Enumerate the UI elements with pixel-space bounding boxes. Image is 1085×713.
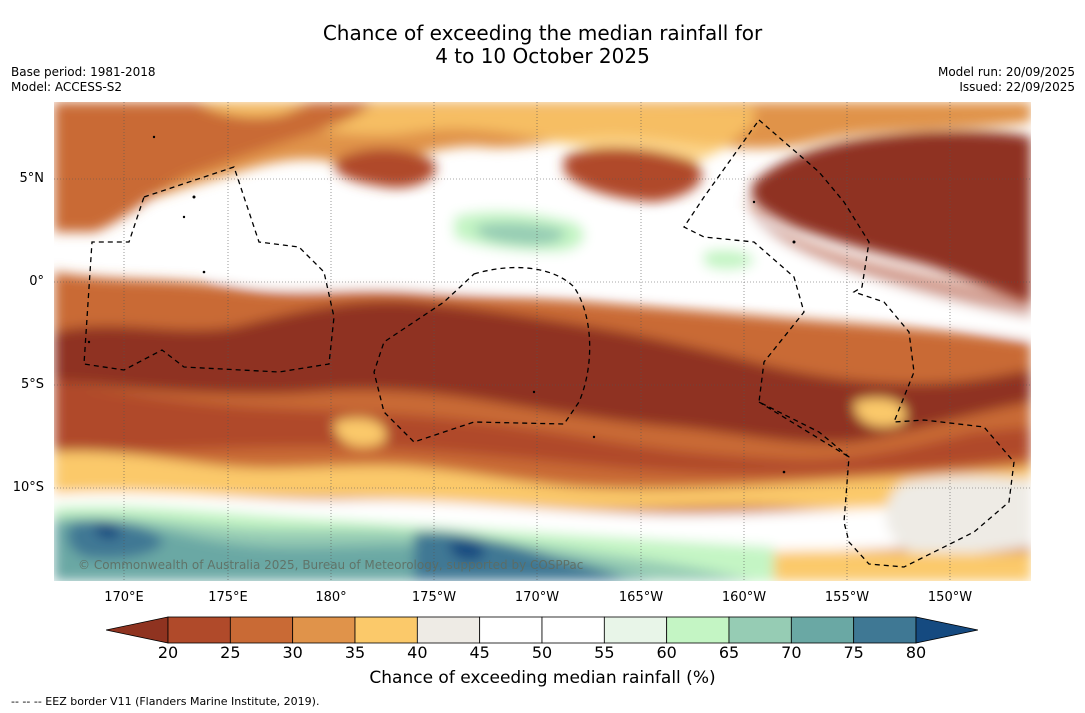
lon-label: 165°W [618,590,664,605]
colorbar-tick-label: 40 [407,643,428,662]
colorbar-tick-label: 30 [282,643,303,662]
colorbar-cell [416,616,481,644]
lat-label: 0° [29,274,44,289]
region-south-gray [885,476,1031,555]
lon-label: 170°E [104,590,144,605]
colorbar-tick-label: 35 [344,643,366,662]
base-period: Base period: 1981-2018 [11,65,156,79]
model-run: Model run: 20/09/2025 [937,65,1075,79]
eez-footnote: -- -- -- EEZ border V11 (Flanders Marine… [11,695,320,708]
colorbar-tick-label: 60 [656,643,677,662]
map-title: Chance of exceeding the median rainfall … [0,22,1085,68]
title-line-1: Chance of exceeding the median rainfall … [322,21,763,45]
region-southwest-yellow [54,450,1031,510]
title-line-2: 4 to 10 October 2025 [435,44,650,68]
region-north-brown [564,147,702,202]
lat-label: 10°S [12,480,44,495]
colorbar-cell [603,616,668,644]
colorbar-cell [541,616,605,644]
region-south-blue [67,520,164,559]
colorbar-cell [292,616,356,644]
region-south-deepblue-2 [94,522,120,539]
region-south-brown [54,380,1031,475]
islands [87,135,796,474]
copyright-notice: © Commonwealth of Australia 2025, Bureau… [78,558,584,572]
region-south-yellow-1 [334,418,386,447]
region-northwest-orange [54,102,374,232]
colorbar-cell [853,616,917,644]
rainfall-map[interactable] [54,102,1031,581]
colorbar-tick-label: 50 [531,643,553,662]
colorbar-cell [479,616,543,644]
colorbar-cell [167,616,231,644]
region-green-east [704,249,754,270]
region-south-deepblue [449,540,485,561]
lon-label: 155°W [824,590,870,605]
meta-left: Base period: 1981-2018 Model: ACCESS-S2 [11,65,156,95]
colorbar-tick-label: 20 [157,643,179,662]
colorbar-label: Chance of exceeding median rainfall (%) [369,668,716,688]
lon-label: 180° [315,590,347,605]
eez-borders [83,119,1015,568]
colorbar-tick-label: 75 [843,643,864,662]
region-south-white [54,492,1031,552]
colorbar-cells [106,616,978,644]
region-southeast-orange [774,550,1031,581]
eez-kiribati-line [683,119,1015,568]
eez-kiribati-phoenix [373,266,591,443]
model-name: Model: ACCESS-S2 [11,80,123,94]
lon-label: 175°W [411,590,457,605]
lon-label: 150°W [927,590,973,605]
colorbar-tick-label: 70 [781,643,802,662]
colorbar-cell [728,616,792,644]
region-south-dark [54,301,1031,444]
issued-date: Issued: 22/09/2025 [959,80,1075,94]
colorbar-cell [666,616,730,644]
region-north-brown-2 [334,148,436,188]
colorbar-cell [790,616,855,644]
meta-right: Model run: 20/09/2025 Issued: 22/09/2025 [938,65,1075,95]
colorbar-tick-label: 65 [718,643,740,662]
region-northeast-border [744,197,1031,317]
lon-label: 160°W [721,590,767,605]
lon-label: 170°W [514,590,560,605]
lon-label: 175°E [208,590,248,605]
region-south-yellow-2 [854,398,906,427]
region-equator-white [214,206,1031,337]
colorbar-tick-label: 80 [905,643,927,662]
colorbar-cell [354,616,418,644]
graticule [54,102,1031,581]
region-teal-center [474,222,565,246]
colorbar-tick-label: 25 [220,643,241,662]
colorbar [106,616,978,644]
lat-label: 5°N [19,171,45,186]
colorbar-arrow-high [915,616,978,644]
lat-label: 5°S [20,377,44,392]
colorbar-arrow-low [106,616,169,644]
colorbar-cell [229,616,294,644]
colorbar-tick-label: 55 [594,643,615,662]
rainfall-field [54,102,1031,581]
colorbar-tick-label: 45 [469,643,490,662]
